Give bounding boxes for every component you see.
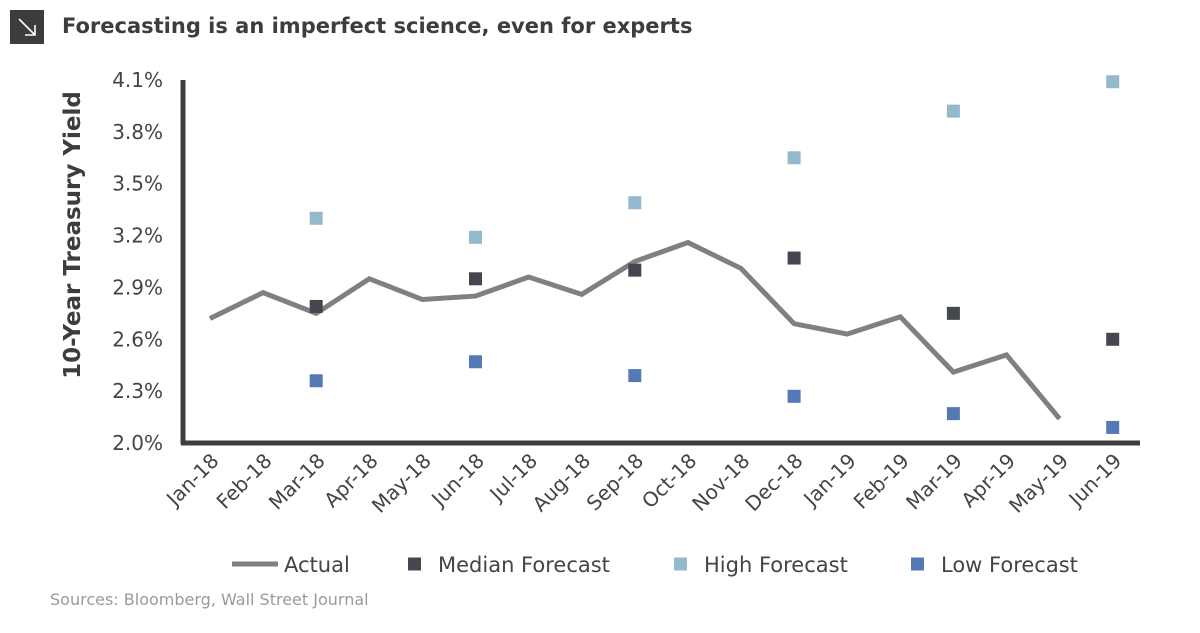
low-forecast-marker — [946, 407, 960, 421]
legend-low-forecast-swatch — [911, 557, 924, 571]
median-forecast-marker — [946, 306, 960, 320]
y-tick-label: 2.9% — [112, 275, 163, 299]
high-forecast-marker — [469, 230, 482, 244]
source-note: Sources: Bloomberg, Wall Street Journal — [50, 590, 369, 609]
y-tick-label: 2.3% — [112, 379, 163, 403]
arrow-down-right-icon — [10, 10, 44, 44]
high-forecast-marker — [1106, 75, 1120, 89]
low-forecast-marker — [787, 389, 801, 403]
legend-low-forecast-label: Low Forecast — [941, 553, 1078, 577]
high-forecast-marker — [628, 196, 642, 210]
legend-median-forecast-label: Median Forecast — [438, 553, 610, 577]
x-tick-label: May-18 — [367, 449, 436, 518]
x-tick-label: Aug-18 — [528, 449, 596, 517]
high-forecast-marker — [787, 151, 801, 165]
x-tick-label: Dec-18 — [740, 449, 807, 516]
x-tick-label: Feb-18 — [212, 449, 277, 514]
low-forecast-marker — [628, 369, 642, 383]
legend-high-forecast-swatch — [674, 557, 687, 571]
legend-actual-label: Actual — [284, 553, 350, 577]
low-forecast-marker — [309, 374, 323, 388]
y-tick-label: 2.6% — [112, 327, 163, 351]
low-forecast-marker — [1106, 420, 1120, 434]
y-tick-label: 3.5% — [112, 172, 163, 196]
x-tick-label: Feb-19 — [849, 449, 914, 514]
y-tick-label: 3.8% — [112, 120, 163, 144]
high-forecast-marker — [309, 211, 323, 225]
y-tick-label: 3.2% — [112, 224, 163, 248]
x-tick-label: Mar-19 — [901, 449, 967, 515]
x-tick-label: May-19 — [1004, 449, 1073, 518]
median-forecast-marker — [309, 299, 323, 313]
legend-median-forecast-swatch — [408, 557, 421, 571]
y-tick-label: 2.0% — [112, 431, 163, 455]
x-tick-label: Jan-18 — [160, 449, 223, 512]
median-forecast-marker — [1106, 332, 1120, 346]
legend-high-forecast-label: High Forecast — [704, 553, 848, 577]
median-forecast-marker — [628, 263, 642, 277]
median-forecast-marker — [787, 251, 801, 265]
x-tick-label: Jan-19 — [797, 449, 860, 512]
high-forecast-marker — [946, 104, 960, 118]
chart-title: Forecasting is an imperfect science, eve… — [62, 14, 693, 38]
x-tick-label: Sep-18 — [582, 449, 649, 516]
x-tick-label: Jun-19 — [1063, 449, 1127, 513]
median-forecast-marker — [469, 272, 482, 286]
y-axis-label: 10-Year Treasury Yield — [60, 91, 86, 379]
x-tick-label: Nov-18 — [687, 449, 754, 516]
y-tick-label: 4.1% — [112, 68, 163, 92]
low-forecast-marker — [469, 355, 482, 369]
x-tick-label: Mar-18 — [264, 449, 330, 515]
x-tick-label: Jun-18 — [425, 449, 489, 513]
